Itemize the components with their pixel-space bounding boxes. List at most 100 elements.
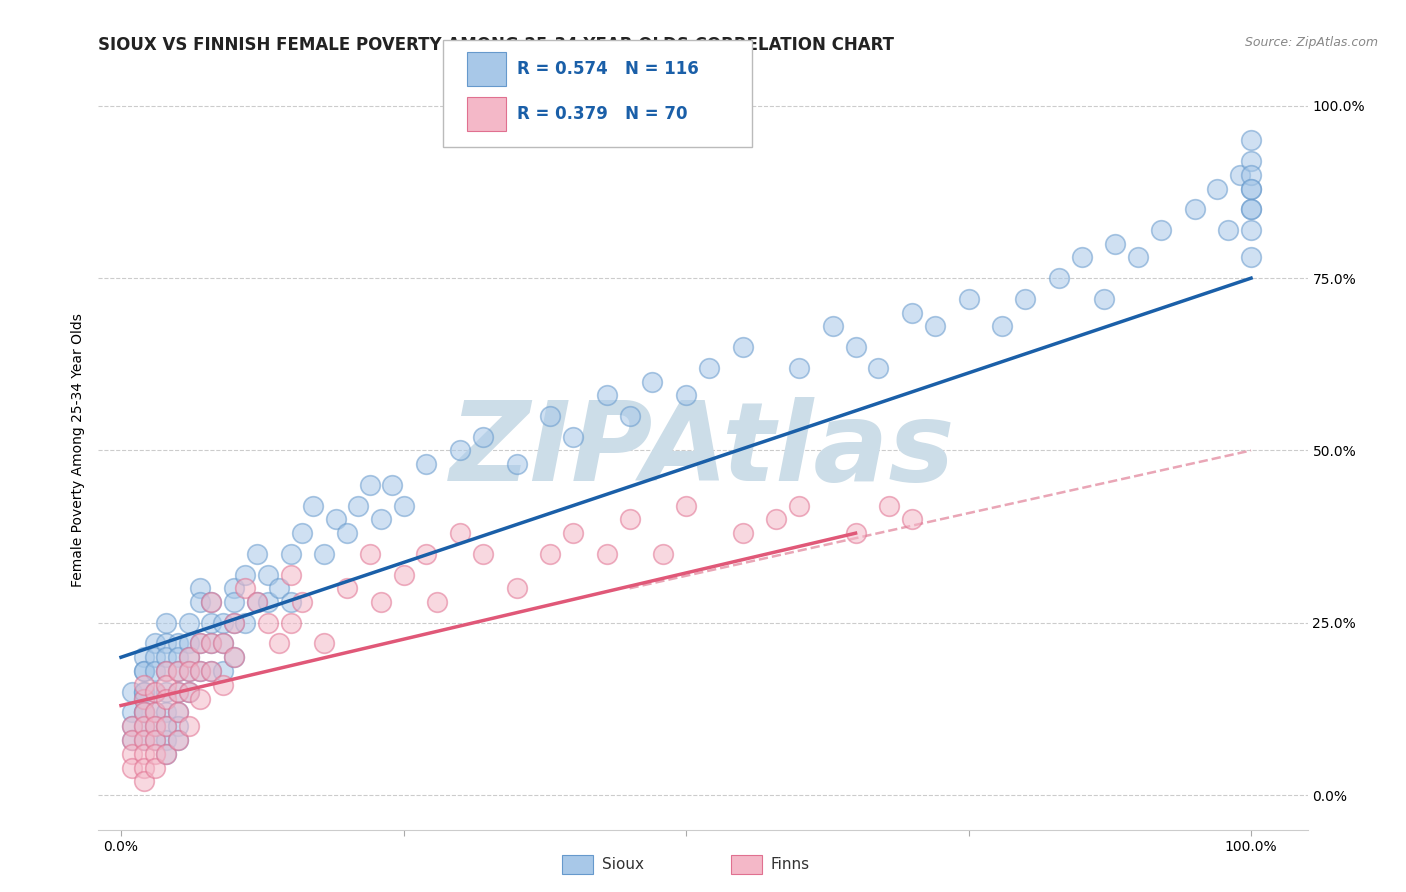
Point bbox=[132, 733, 155, 747]
Point bbox=[211, 636, 233, 650]
Point bbox=[200, 595, 222, 609]
Point bbox=[619, 512, 641, 526]
Point bbox=[392, 567, 415, 582]
Point bbox=[1104, 236, 1126, 251]
Point bbox=[211, 615, 233, 630]
Point bbox=[188, 595, 211, 609]
Point bbox=[200, 595, 222, 609]
Point bbox=[957, 292, 980, 306]
Point bbox=[121, 719, 143, 733]
Point bbox=[121, 747, 143, 761]
Point bbox=[143, 636, 166, 650]
Point bbox=[336, 526, 359, 541]
Point bbox=[325, 512, 347, 526]
Point bbox=[314, 636, 336, 650]
Point bbox=[1240, 202, 1263, 217]
Point bbox=[166, 733, 188, 747]
Point bbox=[177, 684, 200, 698]
Point bbox=[143, 650, 166, 665]
Point bbox=[166, 733, 188, 747]
Point bbox=[505, 457, 527, 471]
Point bbox=[155, 684, 177, 698]
Point bbox=[845, 340, 868, 354]
Point bbox=[314, 547, 336, 561]
Point bbox=[155, 664, 177, 678]
Point bbox=[1070, 251, 1092, 265]
Point bbox=[1240, 181, 1263, 195]
Point bbox=[359, 547, 381, 561]
Text: Source: ZipAtlas.com: Source: ZipAtlas.com bbox=[1244, 36, 1378, 49]
Point bbox=[166, 684, 188, 698]
Point bbox=[200, 615, 222, 630]
Point bbox=[132, 678, 155, 692]
Point bbox=[211, 678, 233, 692]
Point bbox=[188, 582, 211, 596]
Point bbox=[166, 664, 188, 678]
Point bbox=[731, 340, 754, 354]
Point bbox=[155, 733, 177, 747]
Point bbox=[132, 706, 155, 720]
Point bbox=[166, 684, 188, 698]
Point bbox=[821, 319, 844, 334]
Point bbox=[222, 650, 245, 665]
Point bbox=[269, 582, 291, 596]
Point bbox=[143, 733, 166, 747]
Point bbox=[177, 650, 200, 665]
Point bbox=[200, 664, 222, 678]
Point bbox=[200, 636, 222, 650]
Point bbox=[280, 567, 302, 582]
Point bbox=[1229, 168, 1251, 182]
Point bbox=[132, 760, 155, 774]
Point bbox=[370, 512, 392, 526]
Point bbox=[132, 733, 155, 747]
Point bbox=[177, 650, 200, 665]
Point bbox=[538, 409, 561, 423]
Point bbox=[132, 774, 155, 789]
Text: SIOUX VS FINNISH FEMALE POVERTY AMONG 25-34 YEAR OLDS CORRELATION CHART: SIOUX VS FINNISH FEMALE POVERTY AMONG 25… bbox=[98, 36, 894, 54]
Point bbox=[188, 636, 211, 650]
Point bbox=[200, 636, 222, 650]
Point bbox=[1218, 223, 1240, 237]
Point bbox=[132, 719, 155, 733]
Point bbox=[166, 650, 188, 665]
Text: ZIPAtlas: ZIPAtlas bbox=[450, 397, 956, 504]
Point bbox=[177, 664, 200, 678]
Point bbox=[233, 615, 256, 630]
Point bbox=[359, 478, 381, 492]
Point bbox=[697, 360, 720, 375]
Point bbox=[1240, 202, 1263, 217]
Point bbox=[132, 684, 155, 698]
Point bbox=[132, 650, 155, 665]
Point bbox=[143, 760, 166, 774]
Point bbox=[562, 430, 585, 444]
Point bbox=[132, 706, 155, 720]
Point bbox=[471, 430, 494, 444]
Point bbox=[121, 760, 143, 774]
Point bbox=[121, 719, 143, 733]
Point bbox=[155, 706, 177, 720]
Point bbox=[1240, 168, 1263, 182]
Point bbox=[233, 567, 256, 582]
Point bbox=[280, 595, 302, 609]
Point bbox=[901, 305, 924, 319]
Point bbox=[143, 706, 166, 720]
Point bbox=[155, 691, 177, 706]
Point bbox=[1240, 223, 1263, 237]
Point bbox=[562, 526, 585, 541]
Point bbox=[143, 719, 166, 733]
Point bbox=[280, 615, 302, 630]
Point bbox=[177, 719, 200, 733]
Point bbox=[177, 664, 200, 678]
Point bbox=[166, 706, 188, 720]
Point bbox=[143, 733, 166, 747]
Point bbox=[538, 547, 561, 561]
Point bbox=[222, 582, 245, 596]
Point bbox=[177, 684, 200, 698]
Point bbox=[121, 684, 143, 698]
Point bbox=[291, 526, 314, 541]
Point bbox=[121, 733, 143, 747]
Point bbox=[505, 582, 527, 596]
Point bbox=[132, 691, 155, 706]
Point bbox=[302, 499, 325, 513]
Point bbox=[1126, 251, 1149, 265]
